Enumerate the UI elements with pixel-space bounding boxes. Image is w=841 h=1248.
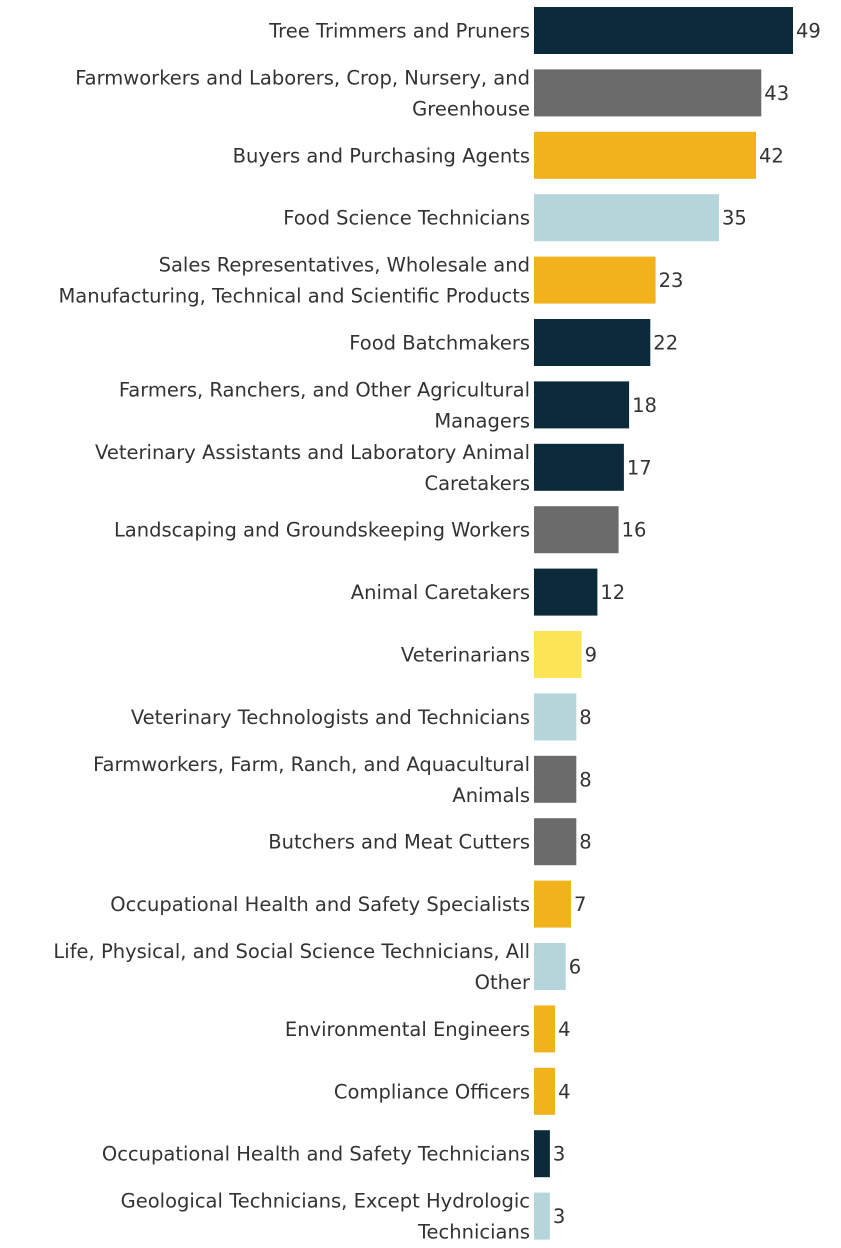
bars-group	[534, 7, 793, 1240]
category-label-15-line-0: Life, Physical, and Social Science Techn…	[53, 940, 530, 963]
value-label-12: 8	[579, 768, 591, 791]
bar-0	[534, 7, 793, 54]
value-label-7: 17	[627, 456, 652, 479]
category-label-12-line-1: Animals	[452, 784, 530, 807]
bar-8	[534, 506, 619, 554]
value-label-18: 3	[553, 1143, 565, 1166]
category-label-3: Food Science Technicians	[283, 207, 530, 230]
category-label-6-line-1: Managers	[434, 409, 530, 432]
category-label-10: Veterinarians	[401, 644, 530, 667]
value-label-9: 12	[600, 581, 625, 604]
category-label-14: Occupational Health and Safety Specialis…	[110, 893, 530, 916]
bar-10	[534, 631, 582, 678]
category-label-1-line-1: Greenhouse	[412, 97, 530, 120]
value-label-14: 7	[574, 893, 586, 916]
category-label-4-line-1: Manufacturing, Technical and Scientific …	[58, 285, 530, 308]
bar-13	[534, 818, 577, 866]
value-label-1: 43	[764, 82, 789, 105]
category-labels-group: Tree Trimmers and Pruners Farmworkers and…	[53, 20, 531, 1244]
category-label-7-line-0: Veterinary Assistants and Laboratory Ani…	[95, 441, 530, 464]
category-label-13: Butchers and Meat Cutters	[268, 831, 530, 854]
value-label-6: 18	[632, 394, 657, 417]
bar-1	[534, 69, 762, 117]
bar-3	[534, 194, 719, 242]
value-label-5: 22	[653, 332, 678, 355]
bar-4	[534, 256, 656, 304]
value-label-0: 49	[796, 20, 821, 43]
value-label-10: 9	[585, 644, 597, 667]
bar-14	[534, 880, 571, 928]
category-label-7-line-1: Caretakers	[424, 472, 530, 495]
value-label-3: 35	[722, 207, 747, 230]
bar-16	[534, 1005, 556, 1053]
value-label-11: 8	[579, 706, 591, 729]
category-label-4-line-0: Sales Representatives, Wholesale and	[159, 254, 530, 277]
bar-6	[534, 381, 630, 429]
bar-5	[534, 319, 651, 366]
value-label-4: 23	[659, 269, 684, 292]
category-label-11: Veterinary Technologists and Technicians	[131, 706, 530, 729]
value-label-8: 16	[622, 519, 647, 542]
bar-19	[534, 1192, 550, 1240]
category-label-18: Occupational Health and Safety Technicia…	[102, 1143, 530, 1166]
category-label-19-line-1: Technicians	[417, 1221, 530, 1244]
bar-18	[534, 1130, 550, 1178]
category-label-2: Buyers and Purchasing Agents	[233, 144, 530, 167]
bar-9	[534, 568, 598, 616]
value-label-2: 42	[759, 144, 784, 167]
category-label-9: Animal Caretakers	[351, 581, 530, 604]
category-label-8: Landscaping and Groundskeeping Workers	[114, 519, 530, 542]
category-label-0: Tree Trimmers and Pruners	[268, 20, 530, 43]
value-label-19: 3	[553, 1205, 565, 1228]
value-label-16: 4	[558, 1018, 570, 1041]
bar-2	[534, 131, 756, 179]
category-label-6-line-0: Farmers, Ranchers, and Other Agricultura…	[119, 378, 530, 401]
category-label-19-line-0: Geological Technicians, Except Hydrologi…	[121, 1190, 530, 1213]
bar-12	[534, 755, 577, 803]
category-label-5: Food Batchmakers	[349, 332, 530, 355]
category-label-15-line-1: Other	[475, 971, 531, 994]
bar-15	[534, 943, 566, 990]
category-label-1-line-0: Farmworkers and Laborers, Crop, Nursery,…	[75, 66, 530, 89]
value-label-13: 8	[579, 831, 591, 854]
bar-17	[534, 1067, 556, 1115]
bar-11	[534, 693, 577, 741]
category-label-16: Environmental Engineers	[285, 1018, 530, 1041]
category-label-17: Compliance Officers	[334, 1080, 530, 1103]
value-label-17: 4	[558, 1080, 570, 1103]
bar-7	[534, 443, 624, 491]
category-label-12-line-0: Farmworkers, Farm, Ranch, and Aquacultur…	[93, 753, 530, 776]
value-label-15: 6	[569, 956, 581, 979]
